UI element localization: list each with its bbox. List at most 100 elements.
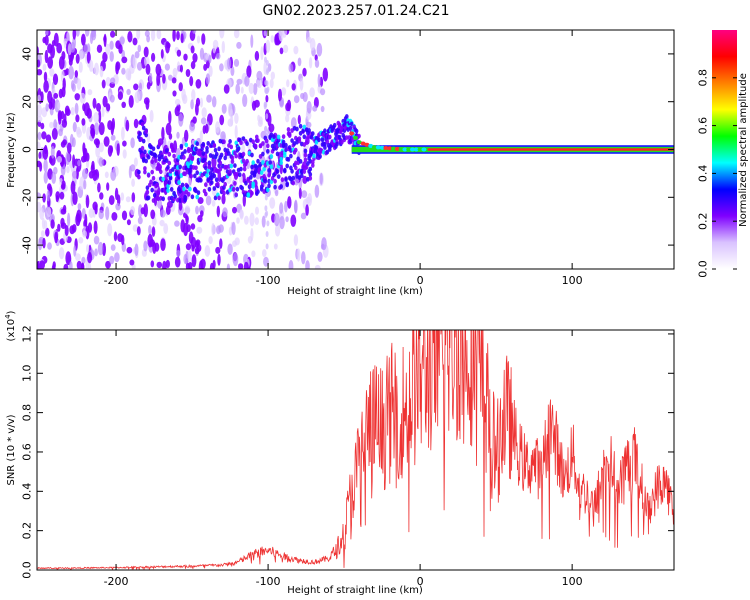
signal-cell — [246, 178, 251, 183]
noise-cell — [156, 30, 162, 40]
noise-cell — [88, 59, 94, 72]
noise-cell — [283, 44, 289, 54]
signal-cell — [266, 148, 270, 154]
noise-cell — [81, 118, 86, 126]
noise-cell — [236, 41, 242, 49]
ridge-cell — [383, 146, 389, 150]
noise-cell — [130, 137, 135, 149]
signal-cell — [137, 174, 141, 180]
noise-cell — [62, 77, 66, 91]
signal-cell — [195, 194, 199, 200]
signal-cell — [279, 160, 284, 166]
signal-cell — [250, 152, 254, 158]
noise-cell — [208, 65, 213, 78]
noise-cell — [260, 46, 264, 61]
noise-cell — [236, 78, 243, 85]
signal-cell — [199, 177, 203, 183]
noise-cell — [130, 164, 136, 172]
noise-cell — [52, 73, 59, 86]
noise-cell — [250, 34, 254, 48]
signal-cell — [314, 145, 319, 151]
noise-cell — [285, 216, 289, 223]
y-tick-label: 0.8 — [21, 404, 34, 422]
noise-cell — [185, 243, 192, 251]
noise-cell — [192, 116, 197, 124]
signal-cell — [231, 186, 236, 192]
noise-cell — [156, 73, 161, 86]
noise-cell — [82, 103, 86, 112]
noise-cell — [145, 63, 151, 75]
x-tick-label: 100 — [562, 575, 583, 588]
signal-cell — [267, 172, 271, 178]
noise-cell — [134, 243, 139, 256]
noise-cell — [254, 99, 260, 108]
x-tick-label: -100 — [256, 575, 281, 588]
multiplier-close: ) — [6, 310, 17, 314]
noise-cell — [109, 255, 115, 265]
signal-cell — [151, 175, 156, 181]
noise-cell — [88, 262, 92, 269]
signal-cell — [167, 180, 172, 185]
signal-cell — [183, 149, 187, 154]
noise-cell — [185, 263, 191, 269]
noise-cell — [204, 245, 211, 257]
bottom-frame — [36, 329, 675, 571]
signal-cell — [332, 122, 337, 128]
signal-cell — [179, 143, 184, 149]
signal-cell — [210, 180, 214, 186]
y-axis-label: Frequency (Hz) — [6, 112, 17, 188]
signal-cell — [328, 147, 332, 152]
noise-cell — [219, 63, 224, 72]
noise-cell — [265, 231, 269, 237]
noise-cell — [105, 76, 111, 87]
noise-cell — [72, 121, 77, 133]
y-axis-label: SNR (10 * v/v) — [6, 414, 17, 485]
noise-cell — [200, 117, 207, 125]
signal-cell — [228, 139, 232, 144]
noise-cell — [322, 67, 328, 82]
noise-cell — [181, 88, 186, 102]
signal-cell — [328, 134, 332, 140]
noise-cell — [196, 226, 203, 234]
signal-cell — [185, 184, 190, 189]
noise-cell — [143, 203, 148, 218]
signal-cell — [143, 166, 147, 171]
noise-cell — [125, 119, 130, 132]
noise-cell — [42, 193, 46, 203]
noise-cell — [106, 182, 110, 191]
noise-cell — [62, 204, 67, 213]
signal-cell — [174, 170, 179, 176]
signal-cell — [263, 178, 268, 184]
signal-cell — [196, 190, 201, 196]
noise-cell — [279, 216, 285, 230]
signal-cell — [335, 141, 339, 147]
signal-cell — [223, 181, 227, 187]
noise-cell — [76, 260, 82, 269]
noise-cell — [121, 210, 128, 221]
noise-cell — [37, 94, 41, 103]
signal-cell — [276, 134, 281, 140]
signal-cell — [229, 163, 234, 169]
noise-cell — [216, 205, 220, 218]
noise-cell — [108, 195, 115, 206]
noise-cell — [212, 259, 216, 269]
signal-cell — [180, 151, 185, 157]
signal-cell — [182, 186, 186, 192]
signal-cell — [167, 160, 172, 166]
noise-cell — [91, 160, 95, 170]
noise-cell — [284, 200, 288, 213]
noise-cell — [70, 107, 75, 116]
noise-cell — [99, 65, 104, 78]
signal-cell — [267, 168, 271, 173]
noise-cell — [40, 122, 45, 130]
noise-cell — [103, 136, 110, 147]
noise-cell — [274, 189, 279, 197]
noise-cell — [51, 264, 56, 269]
signal-cell — [303, 157, 308, 163]
signal-cell — [201, 141, 206, 147]
noise-cell — [143, 240, 148, 252]
y-multiplier: (x104) — [4, 310, 17, 341]
signal-cell — [189, 173, 193, 179]
spectrogram-cells — [37, 30, 674, 269]
noise-cell — [133, 83, 139, 91]
